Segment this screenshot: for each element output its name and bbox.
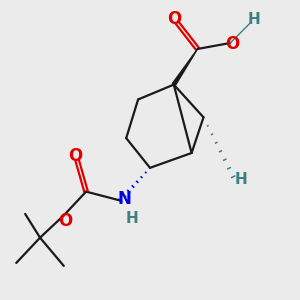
Text: O: O [226, 35, 240, 53]
Text: O: O [68, 147, 82, 165]
Text: H: H [234, 172, 247, 187]
Polygon shape [172, 49, 198, 86]
Text: H: H [126, 211, 139, 226]
Text: O: O [58, 212, 72, 230]
Text: O: O [167, 10, 182, 28]
Text: H: H [248, 12, 260, 27]
Text: N: N [118, 190, 132, 208]
